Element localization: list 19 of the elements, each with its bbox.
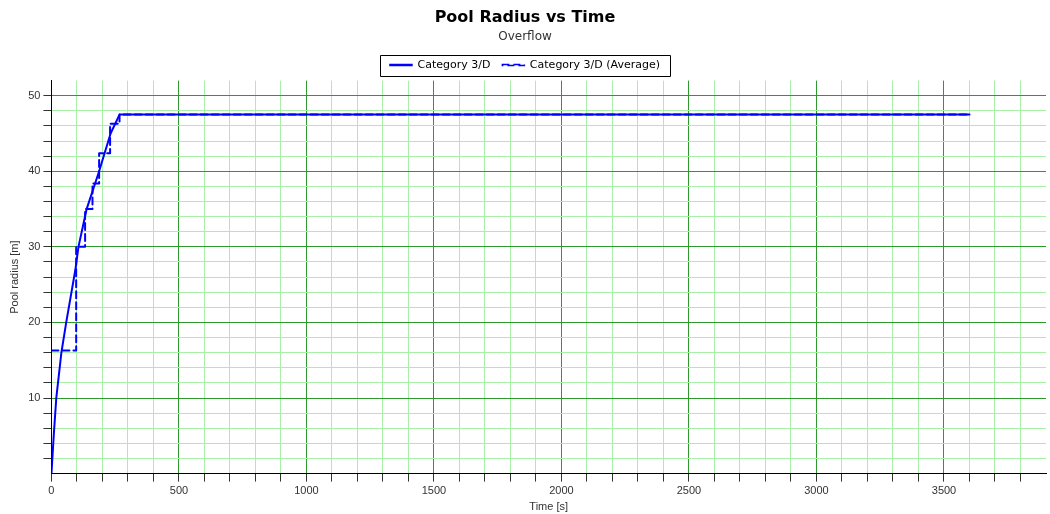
legend-label: Category 3/D [417, 57, 491, 71]
x-tick-label: 1500 [421, 484, 447, 497]
chart-subtitle: Overflow [498, 28, 552, 43]
legend-label: Category 3/D (Average) [529, 57, 661, 71]
chart-title: Pool Radius vs Time [434, 6, 616, 26]
x-tick-label: 500 [169, 484, 189, 497]
x-tick-label: 2500 [676, 484, 702, 497]
x-tick-label: 3500 [931, 484, 957, 497]
x-axis-title: Time [s] [529, 500, 569, 513]
x-tick-label: 3000 [804, 484, 829, 497]
y-tick-label: 30 [28, 239, 41, 252]
y-tick-label: 20 [28, 315, 41, 328]
x-tick-label: 2000 [549, 484, 574, 497]
x-tick-label: 0 [48, 484, 55, 497]
x-tick-label: 1000 [294, 484, 319, 497]
y-tick-label: 10 [28, 391, 41, 404]
y-axis-title: Pool radius [m] [7, 240, 20, 314]
y-tick-label: 50 [28, 88, 41, 101]
y-tick-label: 40 [28, 164, 41, 177]
